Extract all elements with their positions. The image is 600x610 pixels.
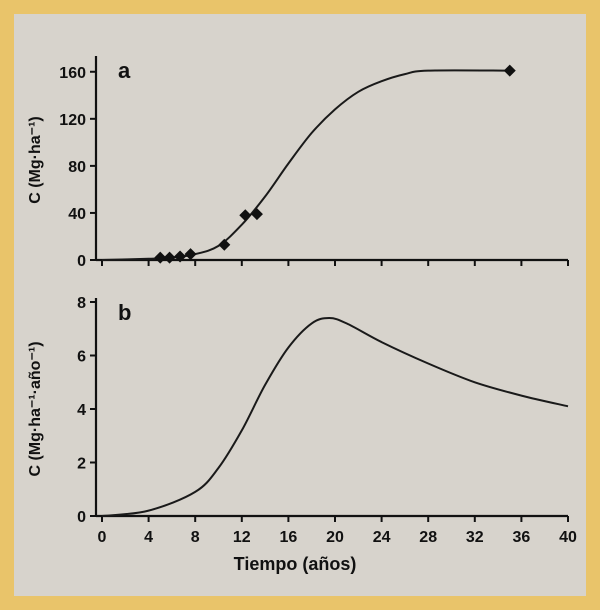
panel-label-a: a — [118, 58, 131, 83]
x-tick-label-b: 28 — [419, 529, 437, 546]
x-tick-label-b: 20 — [326, 529, 344, 546]
series-line-b — [101, 316, 569, 517]
y-tick-label-b: 2 — [77, 456, 86, 473]
y-tick-label-b: 0 — [77, 509, 86, 526]
x-tick-label-b: 40 — [559, 529, 577, 546]
x-tick-label-b: 16 — [280, 529, 298, 546]
x-tick-label-b: 4 — [144, 529, 153, 546]
x-tick-label-b: 12 — [233, 529, 251, 546]
x-axis-title-b: Tiempo (años) — [234, 554, 357, 574]
panel-label-b: b — [118, 300, 131, 325]
series-line-a — [101, 69, 510, 261]
data-point-a — [154, 251, 167, 264]
x-tick-label-b: 36 — [513, 529, 531, 546]
y-tick-label-b: 6 — [77, 349, 86, 366]
data-point-a — [184, 248, 197, 261]
x-tick-label-b: 24 — [373, 529, 391, 546]
data-point-a — [239, 209, 252, 222]
data-point-a — [163, 251, 176, 264]
figure-panel: 0 40 80 120 160 a C (Mg·ha⁻¹) 0 2 4 6 8 0 4 8 12 16 20 24 2… — [14, 14, 586, 596]
y-tick-label-b: 4 — [77, 402, 86, 419]
y-tick-label-a: 120 — [59, 112, 86, 129]
y-axis-title-b: C (Mg·ha⁻¹·año⁻¹) — [27, 341, 44, 476]
y-tick-label-b: 8 — [77, 295, 86, 312]
data-point-a — [218, 238, 231, 251]
data-point-a — [174, 250, 187, 263]
data-point-a — [503, 64, 516, 77]
y-tick-label-a: 80 — [68, 159, 86, 176]
x-tick-label-b: 0 — [98, 529, 107, 546]
y-tick-label-a: 160 — [59, 65, 86, 82]
x-tick-label-b: 32 — [466, 529, 484, 546]
y-axis-title-a: C (Mg·ha⁻¹) — [27, 116, 44, 204]
y-tick-label-a: 40 — [68, 206, 86, 223]
data-point-a — [250, 208, 263, 221]
y-tick-label-a: 0 — [77, 253, 86, 270]
x-tick-label-b: 8 — [191, 529, 200, 546]
